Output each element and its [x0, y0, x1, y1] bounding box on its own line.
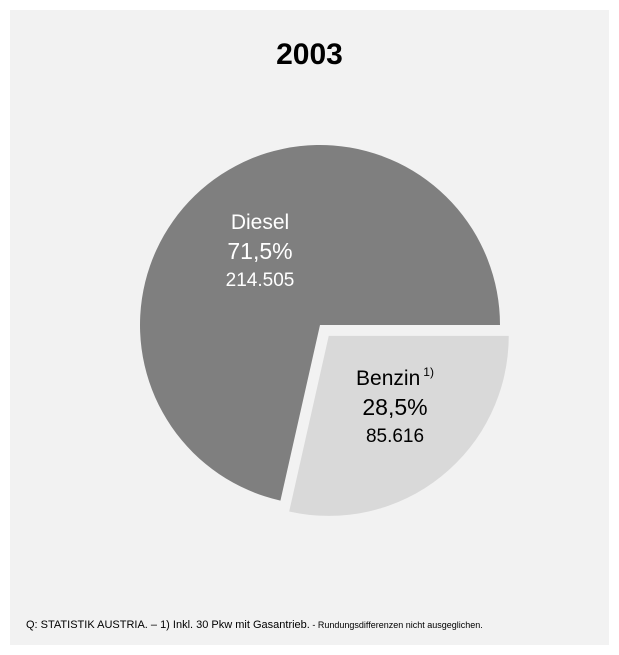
source-main-text: Q: STATISTIK AUSTRIA. – 1) Inkl. 30 Pkw …: [26, 619, 310, 631]
source-footnote: Q: STATISTIK AUSTRIA. – 1) Inkl. 30 Pkw …: [26, 619, 601, 631]
chart-title: 2003: [276, 38, 343, 71]
diesel-data-label: Diesel 71,5% 214.505: [190, 210, 330, 293]
pie-slice-diesel: [140, 145, 501, 501]
diesel-percent: 71,5%: [227, 238, 293, 265]
benzin-percent: 28,5%: [362, 394, 428, 421]
rounding-note: - Rundungsdifferenzen nicht ausgeglichen…: [309, 620, 483, 630]
chart-panel: 2003 Diesel 71,5% 214.505 Benzin 1) 28,5%…: [10, 10, 609, 645]
benzin-footnote-marker: 1): [423, 365, 434, 379]
benzin-name: Benzin: [356, 367, 421, 390]
benzin-data-label: Benzin 1) 28,5% 85.616: [325, 365, 465, 449]
diesel-value: 214.505: [225, 269, 295, 291]
pie-chart: [140, 145, 509, 516]
benzin-value: 85.616: [365, 425, 425, 447]
benzin-name-line: Benzin 1): [325, 365, 465, 391]
diesel-name: Diesel: [230, 211, 290, 234]
pie-slice-benzin: [289, 335, 509, 516]
